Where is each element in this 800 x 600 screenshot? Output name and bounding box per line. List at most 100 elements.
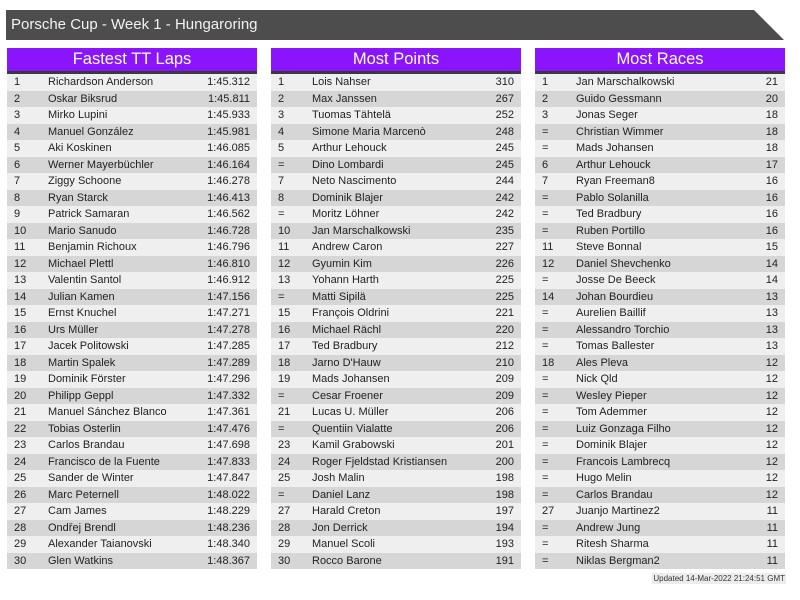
driver-name-cell: Guido Gessmann bbox=[576, 92, 662, 105]
table-row: 5 Aki Koskinen 1:46.085 bbox=[7, 140, 257, 157]
updated-timestamp: Updated 14-Mar-2022 21:24:51 GMT bbox=[652, 573, 786, 584]
value-cell: 206 bbox=[495, 422, 514, 435]
rank-cell: 17 bbox=[14, 340, 27, 352]
rank-cell: = bbox=[542, 455, 549, 468]
driver-name-cell: Johan Bourdieu bbox=[576, 290, 654, 303]
value-cell: 16 bbox=[765, 191, 778, 204]
driver-name-cell: Urs Müller bbox=[48, 323, 99, 336]
table-row: 16 Urs Müller 1:47.278 bbox=[7, 321, 257, 338]
driver-name-cell: Michael Plettl bbox=[48, 257, 114, 270]
value-cell: 17 bbox=[765, 158, 778, 171]
table-row: 25 Josh Malin 198 bbox=[271, 470, 521, 487]
driver-name-cell: Ondřej Brendl bbox=[48, 521, 116, 534]
rank-cell: 29 bbox=[14, 538, 27, 550]
rank-cell: = bbox=[278, 422, 285, 435]
rank-cell: 2 bbox=[14, 92, 21, 105]
title-bar: Porsche Cup - Week 1 - Hungaroring bbox=[6, 10, 784, 40]
driver-name-cell: Manuel González bbox=[48, 125, 134, 138]
table-row: 26 Marc Peternell 1:48.022 bbox=[7, 486, 257, 503]
rank-cell: 3 bbox=[542, 109, 549, 121]
table-row: = Pablo Solanilla 16 bbox=[535, 189, 785, 206]
rank-cell: 24 bbox=[14, 455, 27, 468]
driver-name-cell: Ziggy Schoone bbox=[48, 175, 122, 187]
rank-cell: 28 bbox=[14, 521, 27, 534]
driver-name-cell: Dominik Förster bbox=[48, 373, 126, 385]
table-row: = Aurelien Baillif 13 bbox=[535, 305, 785, 322]
table-row: 23 Kamil Grabowski 201 bbox=[271, 437, 521, 454]
value-cell: 1:46.562 bbox=[207, 208, 250, 220]
table-row: 19 Dominik Förster 1:47.296 bbox=[7, 371, 257, 388]
driver-name-cell: Harald Creton bbox=[312, 505, 381, 517]
rank-cell: 3 bbox=[278, 109, 285, 121]
rank-cell: = bbox=[542, 406, 549, 418]
table-row: 29 Manuel Scoli 193 bbox=[271, 536, 521, 553]
rank-cell: 15 bbox=[14, 307, 27, 319]
table-row: 6 Arthur Lehouck 17 bbox=[535, 156, 785, 173]
value-cell: 11 bbox=[766, 521, 778, 534]
rank-cell: 2 bbox=[542, 92, 549, 105]
panel-most-points: Most Points 1 Lois Nahser 310 2 Max Janssen 2… bbox=[271, 48, 521, 569]
table-row: 8 Dominik Blajer 242 bbox=[271, 189, 521, 206]
driver-name-cell: Ales Pleva bbox=[576, 356, 628, 369]
table-row: 11 Benjamin Richoux 1:46.796 bbox=[7, 239, 257, 256]
rank-cell: 8 bbox=[14, 191, 21, 204]
value-cell: 226 bbox=[495, 257, 514, 270]
rank-cell: = bbox=[542, 472, 549, 484]
rank-cell: 10 bbox=[14, 224, 27, 237]
value-cell: 1:48.340 bbox=[207, 538, 250, 550]
value-cell: 1:46.796 bbox=[207, 241, 250, 253]
value-cell: 12 bbox=[765, 488, 778, 501]
driver-name-cell: Tuomas Tähtelä bbox=[312, 109, 391, 121]
table-row: 27 Cam James 1:48.229 bbox=[7, 503, 257, 520]
value-cell: 194 bbox=[495, 521, 514, 534]
rank-cell: 7 bbox=[14, 175, 21, 187]
value-cell: 1:45.933 bbox=[207, 109, 250, 121]
driver-name-cell: Arthur Lehouck bbox=[312, 142, 387, 154]
driver-name-cell: Jonas Seger bbox=[576, 109, 638, 121]
driver-name-cell: Jon Derrick bbox=[312, 521, 368, 534]
value-cell: 193 bbox=[495, 538, 514, 550]
driver-name-cell: Ryan Freeman8 bbox=[576, 175, 655, 187]
driver-name-cell: Mads Johansen bbox=[576, 142, 654, 154]
table-row: = Josse De Beeck 14 bbox=[535, 272, 785, 289]
rank-cell: 15 bbox=[278, 307, 291, 319]
driver-name-cell: Cesar Froener bbox=[312, 389, 383, 402]
driver-name-cell: Martin Spalek bbox=[48, 356, 116, 369]
driver-name-cell: Neto Nascimento bbox=[312, 175, 397, 187]
driver-name-cell: Ted Bradbury bbox=[312, 340, 378, 352]
table-row: = Matti Sipilä 225 bbox=[271, 288, 521, 305]
rank-cell: = bbox=[542, 142, 549, 154]
rank-cell: 3 bbox=[14, 109, 21, 121]
value-cell: 1:46.810 bbox=[207, 257, 250, 270]
rank-cell: 27 bbox=[14, 505, 27, 517]
value-cell: 15 bbox=[765, 241, 778, 253]
table-row: 21 Lucas U. Müller 206 bbox=[271, 404, 521, 421]
driver-name-cell: Valentin Santol bbox=[48, 274, 122, 286]
value-cell: 200 bbox=[495, 455, 514, 468]
table-row: = Ruben Portillo 16 bbox=[535, 222, 785, 239]
rank-cell: 27 bbox=[278, 505, 291, 517]
driver-name-cell: Carlos Brandau bbox=[576, 488, 653, 501]
table-row: 1 Jan Marschalkowski 21 bbox=[535, 74, 785, 91]
rank-cell: 6 bbox=[14, 158, 21, 171]
leaderboard-table: 1 Richardson Anderson 1:45.312 2 Oskar Biksr… bbox=[7, 74, 257, 569]
driver-name-cell: Moritz Löhner bbox=[312, 208, 380, 220]
driver-name-cell: Werner Mayerbüchler bbox=[48, 158, 154, 171]
value-cell: 1:47.361 bbox=[207, 406, 250, 418]
table-row: = Tomas Ballester 13 bbox=[535, 338, 785, 355]
driver-name-cell: Andrew Jung bbox=[576, 521, 641, 534]
driver-name-cell: Christian Wimmer bbox=[576, 125, 664, 138]
driver-name-cell: Patrick Samaran bbox=[48, 208, 130, 220]
value-cell: 12 bbox=[765, 422, 778, 435]
driver-name-cell: Quentiin Vialatte bbox=[312, 422, 393, 435]
table-row: 16 Michael Rächl 220 bbox=[271, 321, 521, 338]
value-cell: 16 bbox=[765, 224, 778, 237]
driver-name-cell: Francisco de la Fuente bbox=[48, 455, 160, 468]
table-row: = Wesley Pieper 12 bbox=[535, 387, 785, 404]
rank-cell: 16 bbox=[278, 323, 291, 336]
value-cell: 18 bbox=[765, 142, 778, 154]
rank-cell: 20 bbox=[14, 389, 27, 402]
value-cell: 227 bbox=[495, 241, 514, 253]
table-row: 10 Mario Sanudo 1:46.728 bbox=[7, 222, 257, 239]
table-row: 19 Mads Johansen 209 bbox=[271, 371, 521, 388]
